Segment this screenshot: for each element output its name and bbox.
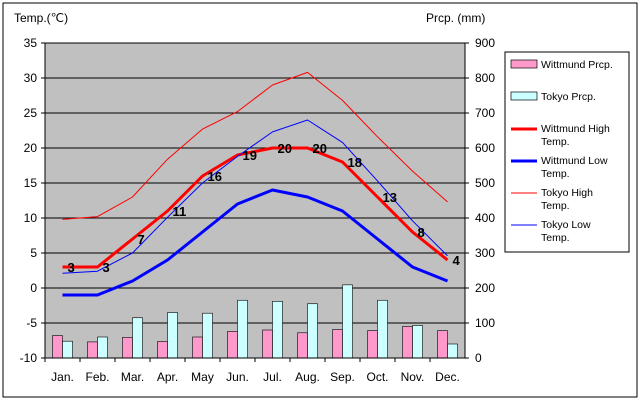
temperature-lines	[62, 71, 449, 297]
data-label-3: 11	[173, 204, 187, 219]
plot-background	[45, 43, 465, 358]
y-right-axis-title: Prcp. (mm)	[426, 11, 485, 25]
y-right-tick-label: 100	[475, 316, 495, 330]
line-tokyo-high-temp-	[62, 71, 448, 220]
bar-tokyo-prcp--7	[307, 303, 318, 359]
y-right-tick-label: 200	[475, 281, 495, 295]
bar-wittmund-prcp--0	[52, 335, 63, 359]
bar-wittmund-prcp--7	[297, 332, 308, 359]
legend-box	[504, 51, 630, 253]
data-label-11: 4	[453, 253, 461, 268]
bar-tokyo-prcp--2	[132, 317, 143, 359]
y-right-tick-label: 900	[475, 36, 495, 50]
data-label-8: 18	[348, 155, 362, 170]
line-wittmund-low-temp-	[62, 188, 449, 297]
data-label-10: 8	[418, 225, 425, 240]
x-tick-label: Oct.	[366, 370, 388, 384]
bar-tokyo-prcp--4	[202, 312, 213, 359]
y-left-tick-label: -10	[20, 351, 38, 365]
bar-wittmund-prcp--11	[437, 330, 448, 359]
legend-label-wittmund-prcp-: Wittmund Prcp.	[541, 59, 613, 71]
legend-label-tokyo-low-temp-: Tokyo Low Temp.	[541, 219, 591, 244]
y-left-tick-label: 25	[24, 106, 38, 120]
y-left-tick-label: 0	[30, 281, 37, 295]
plot-area	[45, 43, 465, 358]
x-tick-label: Apr.	[157, 370, 178, 384]
x-tick-label: May	[191, 370, 214, 384]
line-wittmund-high-temp-	[62, 146, 449, 269]
legend-swatch-wittmund-prcp-	[510, 59, 538, 69]
y-left-tick-label: 35	[24, 36, 38, 50]
y-right-tick-label: 300	[475, 246, 495, 260]
x-tick-label: Feb.	[85, 370, 109, 384]
bar-wittmund-prcp--6	[262, 329, 273, 359]
x-tick-label: Dec.	[435, 370, 460, 384]
axes: 35302520151050-5-10900800700600500400300…	[20, 36, 496, 384]
bar-wittmund-prcp--9	[367, 330, 378, 359]
bar-wittmund-prcp--3	[157, 341, 168, 359]
bar-wittmund-prcp--4	[192, 336, 203, 359]
bar-wittmund-prcp--10	[402, 326, 413, 359]
data-label-7: 20	[313, 141, 327, 156]
bar-tokyo-prcp--3	[167, 312, 178, 359]
bar-tokyo-prcp--0	[62, 340, 73, 359]
data-label-4: 16	[208, 169, 222, 184]
x-tick-label: Sep.	[330, 370, 355, 384]
y-right-tick-label: 800	[475, 71, 495, 85]
data-label-5: 19	[243, 148, 257, 163]
legend-label-wittmund-high-temp-: Wittmund High Temp.	[541, 123, 610, 148]
y-left-tick-label: 10	[24, 211, 38, 225]
x-tick-label: Aug.	[295, 370, 320, 384]
legend-swatch-tokyo-prcp-	[510, 91, 538, 101]
bar-tokyo-prcp--6	[272, 300, 283, 359]
y-left-tick-label: 5	[30, 246, 37, 260]
legend: Wittmund Prcp. Tokyo Prcp. Wittmund High Te…	[504, 51, 630, 253]
bar-wittmund-prcp--5	[227, 331, 238, 359]
data-label-9: 13	[383, 190, 397, 205]
y-right-tick-label: 700	[475, 106, 495, 120]
y-left-axis-title: Temp.(℃)	[14, 11, 68, 25]
precipitation-bars	[52, 284, 458, 359]
bar-wittmund-prcp--1	[87, 341, 98, 359]
legend-label-wittmund-low-temp-: Wittmund Low Temp.	[541, 155, 608, 180]
bar-wittmund-prcp--2	[122, 337, 133, 359]
y-right-tick-label: 600	[475, 141, 495, 155]
y-left-tick-label: 15	[24, 176, 38, 190]
bar-wittmund-prcp--8	[332, 329, 343, 359]
bar-tokyo-prcp--8	[342, 284, 353, 359]
line-tokyo-low-temp-	[62, 119, 448, 274]
y-right-tick-label: 400	[475, 211, 495, 225]
data-label-1: 3	[103, 260, 110, 275]
legend-label-tokyo-high-temp-: Tokyo High Temp.	[541, 187, 593, 212]
bar-tokyo-prcp--5	[237, 299, 248, 359]
x-tick-label: Jan.	[51, 370, 74, 384]
bar-tokyo-prcp--1	[97, 336, 108, 359]
data-label-0: 3	[68, 260, 75, 275]
y-right-tick-label: 0	[475, 351, 482, 365]
x-tick-label: Jul.	[263, 370, 282, 384]
x-tick-label: Nov.	[401, 370, 425, 384]
x-tick-label: Mar.	[121, 370, 144, 384]
y-left-tick-label: -5	[26, 316, 37, 330]
legend-label-tokyo-prcp-: Tokyo Prcp.	[541, 91, 596, 103]
data-label-6: 20	[278, 141, 292, 156]
data-labels: 3 3 7 11 16 19 20 20 18 13 8 4	[68, 141, 461, 275]
x-tick-label: Jun.	[226, 370, 249, 384]
y-left-tick-label: 20	[24, 141, 38, 155]
data-label-2: 7	[138, 232, 145, 247]
y-left-tick-label: 30	[24, 71, 38, 85]
bar-tokyo-prcp--11	[447, 343, 458, 359]
bar-tokyo-prcp--9	[377, 299, 388, 359]
y-right-tick-label: 500	[475, 176, 495, 190]
bar-tokyo-prcp--10	[412, 325, 423, 359]
